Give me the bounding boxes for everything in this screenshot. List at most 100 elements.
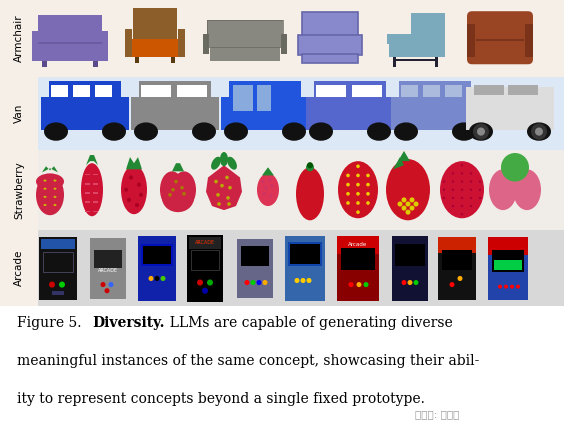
Bar xyxy=(401,85,418,97)
Bar xyxy=(229,81,301,99)
Bar xyxy=(438,237,476,300)
Bar xyxy=(237,239,273,298)
Circle shape xyxy=(207,280,213,286)
Bar xyxy=(341,248,375,270)
Circle shape xyxy=(139,193,143,197)
Circle shape xyxy=(262,180,265,183)
Ellipse shape xyxy=(224,122,248,141)
Circle shape xyxy=(356,210,360,214)
Ellipse shape xyxy=(367,122,391,141)
Bar xyxy=(38,150,564,230)
Text: Arcade: Arcade xyxy=(349,242,368,247)
Bar xyxy=(139,81,211,99)
Bar xyxy=(393,57,396,67)
Circle shape xyxy=(452,205,454,207)
Bar xyxy=(93,183,98,184)
Circle shape xyxy=(228,186,232,190)
Circle shape xyxy=(346,201,350,205)
Circle shape xyxy=(470,172,472,175)
Ellipse shape xyxy=(121,165,147,214)
Circle shape xyxy=(461,213,463,215)
Ellipse shape xyxy=(309,122,333,141)
Ellipse shape xyxy=(394,122,418,141)
Ellipse shape xyxy=(134,122,158,141)
Bar xyxy=(51,85,68,97)
Bar xyxy=(233,85,253,111)
Bar xyxy=(302,12,358,37)
Circle shape xyxy=(457,276,462,281)
Bar xyxy=(423,85,440,97)
Bar xyxy=(141,85,171,97)
Ellipse shape xyxy=(36,173,64,190)
Bar xyxy=(395,244,425,266)
Bar xyxy=(39,237,77,300)
Bar xyxy=(93,201,98,203)
Circle shape xyxy=(452,189,454,191)
Circle shape xyxy=(346,173,350,177)
Circle shape xyxy=(306,163,314,171)
Circle shape xyxy=(356,201,360,205)
Ellipse shape xyxy=(338,161,378,218)
Polygon shape xyxy=(126,157,142,169)
Bar xyxy=(41,97,129,130)
Circle shape xyxy=(155,276,160,281)
Bar xyxy=(42,61,47,67)
Circle shape xyxy=(135,203,139,207)
Polygon shape xyxy=(172,163,184,171)
Circle shape xyxy=(174,180,178,184)
Bar xyxy=(492,250,524,272)
Ellipse shape xyxy=(296,167,324,220)
Text: ARCADE: ARCADE xyxy=(98,268,118,273)
Circle shape xyxy=(104,288,109,293)
Bar xyxy=(85,183,90,184)
Circle shape xyxy=(450,282,455,287)
Bar xyxy=(93,211,98,212)
Polygon shape xyxy=(42,166,58,173)
Bar xyxy=(141,244,173,266)
Circle shape xyxy=(366,201,370,205)
Bar xyxy=(90,238,126,299)
Circle shape xyxy=(124,188,128,192)
Bar xyxy=(241,246,269,266)
Bar xyxy=(488,237,528,255)
Circle shape xyxy=(461,205,463,207)
Bar xyxy=(32,31,40,61)
Ellipse shape xyxy=(257,173,279,206)
Circle shape xyxy=(346,192,350,196)
Bar xyxy=(389,43,445,57)
Circle shape xyxy=(182,192,186,196)
Bar xyxy=(337,235,379,301)
Circle shape xyxy=(356,192,360,196)
Bar xyxy=(393,59,438,61)
Ellipse shape xyxy=(160,171,184,208)
Circle shape xyxy=(409,206,415,211)
Circle shape xyxy=(257,280,262,285)
Ellipse shape xyxy=(54,188,56,190)
Circle shape xyxy=(470,180,472,183)
Circle shape xyxy=(402,280,407,285)
Ellipse shape xyxy=(220,152,228,166)
Ellipse shape xyxy=(282,122,306,141)
FancyBboxPatch shape xyxy=(467,11,533,64)
Bar xyxy=(178,28,185,57)
Circle shape xyxy=(197,280,203,286)
Bar xyxy=(38,230,564,306)
Circle shape xyxy=(168,193,172,197)
Ellipse shape xyxy=(192,122,216,141)
Ellipse shape xyxy=(36,174,64,215)
Circle shape xyxy=(202,288,208,294)
Circle shape xyxy=(535,128,543,136)
Circle shape xyxy=(413,280,418,285)
Bar xyxy=(135,57,139,63)
Bar xyxy=(73,85,90,97)
Text: 公众号: 新智元: 公众号: 新智元 xyxy=(415,409,459,419)
Circle shape xyxy=(356,183,360,187)
Circle shape xyxy=(270,194,272,197)
Ellipse shape xyxy=(440,161,484,218)
Circle shape xyxy=(356,164,360,168)
Bar xyxy=(187,235,223,302)
Ellipse shape xyxy=(452,122,476,141)
Circle shape xyxy=(510,285,514,289)
Circle shape xyxy=(148,276,153,281)
Bar xyxy=(210,46,280,61)
